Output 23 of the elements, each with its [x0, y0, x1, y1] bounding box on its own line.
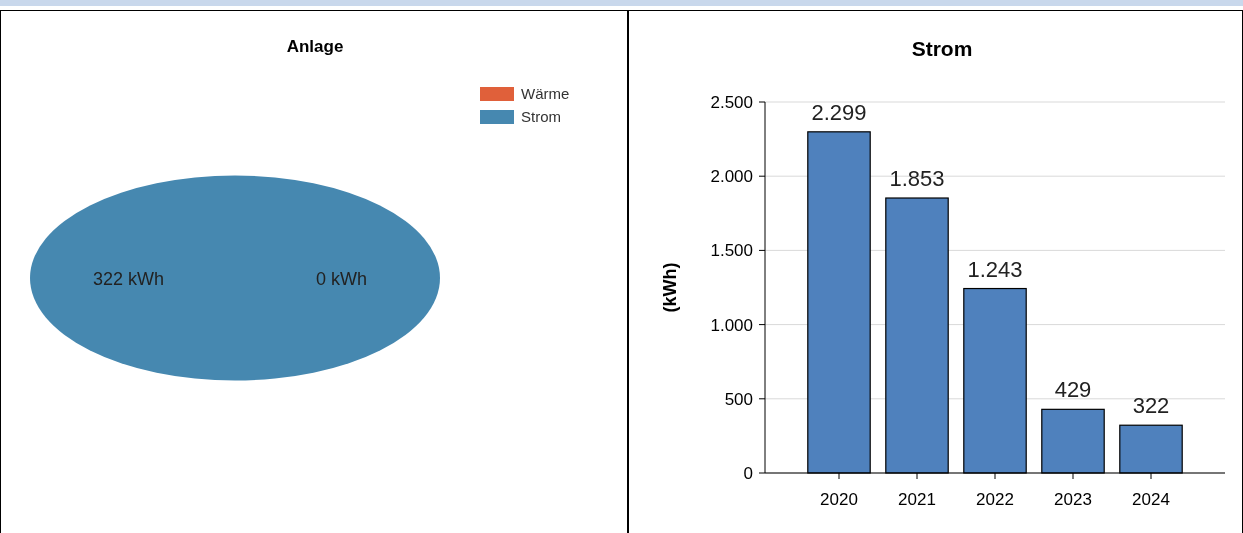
y-tick-label: 1.000: [710, 315, 753, 335]
y-tick-label: 500: [724, 389, 753, 409]
x-tick-label: 2020: [820, 490, 858, 509]
legend-label: Strom: [521, 108, 562, 125]
y-axis-title: (kWh): [660, 262, 680, 313]
data-label: 322 kWh: [92, 269, 164, 289]
y-tick-label: 2.000: [710, 167, 753, 187]
data-label: 1.243: [967, 256, 1023, 282]
y-tick-label: 0: [743, 464, 753, 483]
y-tick-label: 1.500: [710, 241, 753, 261]
legend-label: Wärme: [521, 85, 570, 102]
chart-title: Strom: [911, 37, 973, 60]
text: 0 kWh: [316, 269, 368, 289]
data-label: 1.853: [889, 166, 945, 192]
x-tick-label: 2021: [898, 490, 936, 509]
chart-title: Anlage: [286, 37, 344, 56]
data-label: 429: [1054, 377, 1092, 403]
data-label: 322: [1132, 393, 1170, 419]
x-tick-label: 2024: [1132, 490, 1170, 509]
x-tick-label: 2022: [976, 490, 1014, 509]
y-tick-label: 2.500: [710, 93, 753, 112]
data-label: 2.299: [811, 99, 867, 125]
x-tick-label: 2023: [1054, 490, 1092, 509]
